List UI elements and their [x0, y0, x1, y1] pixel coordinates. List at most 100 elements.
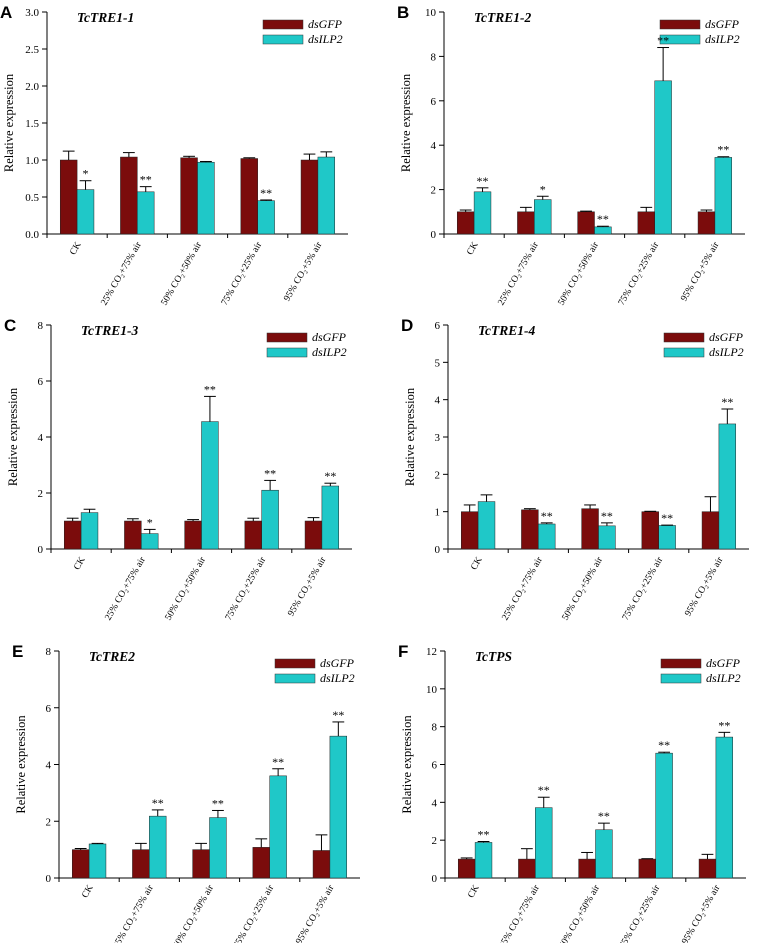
bar-dsgfp: [578, 858, 596, 879]
y-tick-label: 4: [38, 432, 44, 444]
significance-mark: **: [272, 755, 284, 769]
y-tick-label: 2: [432, 835, 438, 847]
bar-dsgfp: [460, 511, 479, 550]
y-tick-label: 1.0: [25, 155, 39, 167]
bar-dsilp2: [257, 200, 275, 235]
chart-panel-a: A 0.0 0.5 1.0 1.5 2.0 2.5 3.0 Relative expressio…: [0, 3, 348, 307]
y-tick-label: 6: [431, 96, 437, 108]
chart-title: TcTRE2: [89, 649, 135, 664]
x-category-label: 50% CO₂+50% air: [557, 240, 602, 308]
x-category-label: 25% CO₂+75% air: [104, 555, 149, 623]
significance-mark: **: [478, 827, 490, 841]
bar-dsilp2: [534, 199, 552, 235]
chart-panel-d: D 0 1 2 3 4 5 6 Relative expression TcTRE1-4 dsGFP…: [401, 316, 749, 622]
bar-dsilp2: [473, 191, 492, 235]
panel-letter: B: [397, 3, 409, 22]
x-category-label: 75% CO₂+25% air: [224, 555, 269, 623]
x-category-label: 25% CO₂+75% air: [498, 883, 543, 943]
bar-dsgfp: [638, 858, 656, 879]
bar-dsilp2: [594, 226, 612, 235]
legend-label-dsilp2: dsILP2: [312, 345, 347, 359]
x-category-label: 95% CO₂+5% air: [294, 883, 336, 943]
significance-mark: **: [260, 186, 272, 200]
y-tick-label: 1.5: [25, 118, 39, 130]
bar-dsgfp: [641, 511, 659, 550]
legend-swatch-dsgfp: [266, 332, 308, 343]
y-axis-label: Relative expression: [399, 73, 413, 172]
y-tick-label: 0.0: [25, 229, 39, 241]
legend-swatch-dsilp2: [266, 347, 308, 358]
x-category-label: 25% CO₂+75% air: [501, 555, 546, 623]
bar-dsilp2: [714, 157, 733, 235]
bar-dsgfp: [697, 211, 716, 235]
x-category-label: CK: [72, 555, 87, 572]
bar-dsilp2: [718, 423, 737, 550]
legend-label-dsilp2: dsILP2: [709, 345, 744, 359]
bar-dsilp2: [137, 191, 155, 235]
bar-dsgfp: [192, 849, 210, 879]
panel-letter: C: [4, 316, 16, 335]
bar-dsilp2: [715, 736, 734, 879]
chart-panel-e: E 0 2 4 6 8 Relative expression TcTRE2 dsGFPdsIL…: [12, 642, 360, 943]
y-axis-label: Relative expression: [2, 73, 16, 172]
bar-dsilp2: [197, 161, 215, 235]
legend-label-dsilp2: dsILP2: [706, 671, 741, 685]
legend-label-dsgfp: dsGFP: [706, 656, 741, 670]
y-tick-label: 1: [435, 507, 441, 519]
y-tick-label: 2: [46, 816, 52, 828]
significance-mark: **: [140, 173, 152, 187]
y-tick-label: 6: [46, 703, 52, 715]
bar-dsgfp: [521, 509, 539, 550]
significance-mark: *: [147, 515, 153, 529]
significance-mark: **: [324, 469, 336, 483]
bar-dsilp2: [321, 485, 340, 550]
bar-dsgfp: [244, 520, 262, 550]
y-tick-label: 0.5: [25, 192, 39, 204]
bar-dsgfp: [124, 520, 142, 550]
legend-label-dsilp2: dsILP2: [308, 32, 343, 46]
x-category-label: 95% CO₂+5% air: [679, 240, 721, 303]
bar-dsgfp: [457, 858, 476, 879]
y-tick-label: 2: [435, 469, 441, 481]
y-tick-label: 2.5: [25, 44, 39, 56]
x-category-label: 95% CO₂+5% air: [286, 555, 328, 618]
y-tick-label: 2: [431, 185, 437, 197]
significance-mark: **: [264, 466, 276, 480]
significance-mark: **: [717, 143, 729, 157]
panel-letter: A: [0, 3, 12, 22]
bar-dsgfp: [71, 849, 90, 879]
bar-dsgfp: [252, 847, 270, 879]
legend-swatch-dsgfp: [274, 658, 316, 669]
bar-dsilp2: [474, 842, 493, 879]
y-tick-label: 4: [432, 797, 438, 809]
chart-title: TcTRE1-3: [81, 323, 138, 338]
legend-swatch-dsilp2: [659, 34, 701, 45]
y-tick-label: 0: [432, 873, 438, 885]
bar-dsgfp: [577, 211, 595, 235]
legend-swatch-dsgfp: [663, 332, 705, 343]
y-tick-label: 12: [426, 646, 437, 658]
bar-dsilp2: [658, 525, 676, 550]
y-tick-label: 0: [435, 544, 441, 556]
bar-dsilp2: [76, 189, 95, 235]
y-tick-label: 0: [38, 544, 44, 556]
x-category-label: 75% CO₂+25% air: [621, 555, 666, 623]
bar-dsilp2: [80, 512, 99, 550]
legend-swatch-dsilp2: [274, 673, 316, 684]
bar-dsgfp: [518, 858, 536, 879]
significance-mark: **: [332, 708, 344, 722]
x-category-label: 50% CO₂+50% air: [164, 555, 209, 623]
bar-dsgfp: [63, 520, 82, 550]
bar-dsilp2: [329, 735, 348, 879]
x-category-label: 50% CO₂+50% air: [172, 883, 217, 943]
legend-label-dsgfp: dsGFP: [308, 17, 343, 31]
y-tick-label: 8: [46, 646, 52, 658]
bar-dsgfp: [300, 159, 319, 235]
significance-mark: *: [540, 182, 546, 196]
bar-dsilp2: [201, 421, 219, 550]
bar-dsgfp: [456, 211, 475, 235]
y-axis-label: Relative expression: [6, 387, 20, 486]
x-category-label: 25% CO₂+75% air: [112, 883, 157, 943]
significance-mark: **: [658, 738, 670, 752]
x-category-label: CK: [68, 240, 83, 257]
